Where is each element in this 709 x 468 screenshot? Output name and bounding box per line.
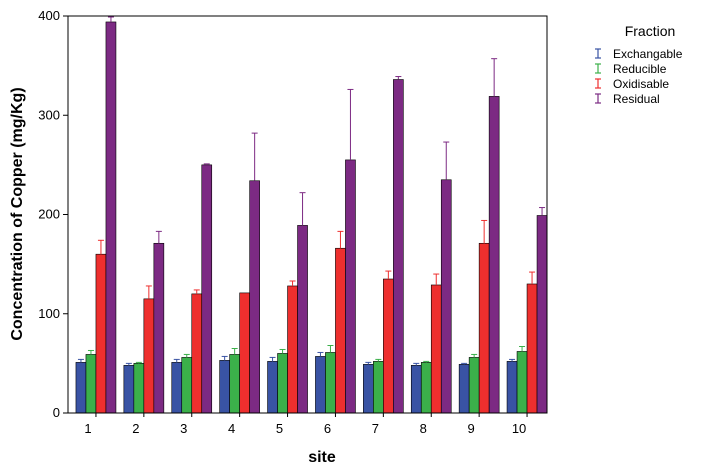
x-tick-label: 9 <box>468 421 475 436</box>
bar-oxidisable-site-1 <box>95 253 107 414</box>
bar-residual-site-7 <box>393 79 404 414</box>
bar-residual-site-9 <box>488 96 500 414</box>
bar-exchangable-site-7 <box>363 364 374 414</box>
x-tick-label: 5 <box>276 421 283 436</box>
bar-reducible-site-5 <box>277 353 288 414</box>
x-tick-label: 1 <box>84 421 91 436</box>
bar-exchangable-site-9 <box>458 364 470 414</box>
bar-exchangable-site-6 <box>315 356 326 414</box>
bar-oxidisable-site-8 <box>430 284 442 414</box>
bar-residual-site-2 <box>153 242 165 414</box>
bar-reducible-site-1 <box>85 354 97 414</box>
legend-title: Fraction <box>625 23 676 39</box>
bar-residual-site-10 <box>536 215 548 414</box>
bar-reducible-site-9 <box>468 357 480 414</box>
bar-exchangable-site-4 <box>219 360 230 414</box>
x-tick-label: 4 <box>228 421 235 436</box>
bar-oxidisable-site-3 <box>191 293 203 414</box>
plot-area <box>75 16 548 414</box>
bar-exchangable-site-5 <box>267 361 278 414</box>
x-tick-label: 10 <box>512 421 526 436</box>
bar-exchangable-site-8 <box>410 365 422 414</box>
bar-oxidisable-site-5 <box>287 285 298 414</box>
bar-residual-site-6 <box>345 159 356 414</box>
y-tick-label: 400 <box>38 8 60 23</box>
x-tick-label: 3 <box>180 421 187 436</box>
bar-residual-site-4 <box>249 180 260 414</box>
bar-residual-site-8 <box>440 179 452 414</box>
bar-exchangable-site-10 <box>506 361 518 414</box>
y-tick-label: 0 <box>53 405 60 420</box>
x-tick-label: 6 <box>324 421 331 436</box>
bar-oxidisable-site-10 <box>526 283 538 414</box>
y-tick-label: 300 <box>38 107 60 122</box>
bar-reducible-site-3 <box>181 357 193 414</box>
y-axis-title: Concentration of Copper (mg/Kg) <box>9 87 26 340</box>
legend-entry-exchangable: Exchangable <box>613 47 683 61</box>
bar-oxidisable-site-6 <box>335 247 346 414</box>
bar-residual-site-1 <box>105 21 117 414</box>
bar-exchangable-site-1 <box>75 362 87 414</box>
legend-entry-oxidisable: Oxidisable <box>613 77 669 91</box>
bar-oxidisable-site-7 <box>383 278 394 414</box>
y-tick-label: 200 <box>38 207 60 222</box>
bar-reducible-site-8 <box>420 362 432 414</box>
bar-oxidisable-site-9 <box>478 242 490 414</box>
bar-residual-site-5 <box>297 225 308 414</box>
y-tick-label: 100 <box>38 306 60 321</box>
bar-exchangable-site-2 <box>123 365 135 414</box>
axes: 0 100 200 300 400 1 2 3 4 5 6 7 8 9 10 <box>38 8 548 436</box>
x-tick-label: 2 <box>132 421 139 436</box>
legend: Fraction ExchangableReducibleOxidisableRe… <box>595 23 683 106</box>
bar-reducible-site-6 <box>325 352 336 414</box>
x-tick-label: 8 <box>420 421 427 436</box>
bar-exchangable-site-3 <box>171 362 183 414</box>
bar-reducible-site-10 <box>516 351 528 414</box>
legend-entry-reducible: Reducible <box>613 62 667 76</box>
legend-entry-residual: Residual <box>613 92 660 106</box>
bar-reducible-site-7 <box>373 361 384 414</box>
x-tick-label: 7 <box>372 421 379 436</box>
bar-reducible-site-4 <box>229 354 240 414</box>
bar-oxidisable-site-2 <box>143 298 155 414</box>
x-axis-title: site <box>308 449 336 466</box>
bar-residual-site-3 <box>201 164 213 414</box>
bar-oxidisable-site-4 <box>239 292 250 414</box>
bar-reducible-site-2 <box>133 363 145 414</box>
